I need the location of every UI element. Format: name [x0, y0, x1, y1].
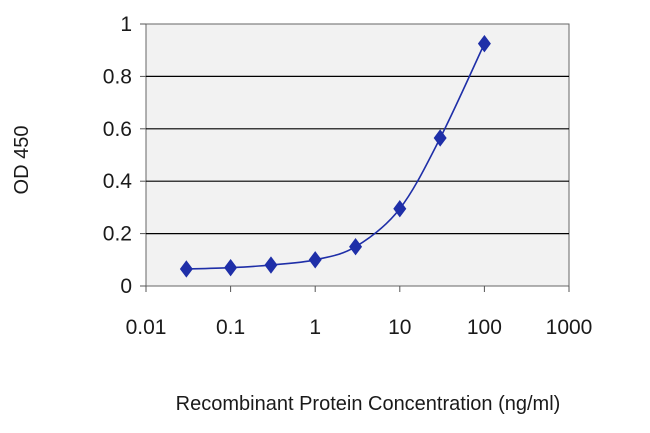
x-tick-label-3: 10 — [388, 316, 411, 339]
y-axis-ticks: 0 0.2 0.4 0.6 0.8 1 — [103, 13, 146, 298]
x-tick-label-5: 1000 — [546, 316, 593, 339]
data-point-6 — [433, 129, 447, 147]
y-tick-label-3: 0.6 — [103, 118, 132, 141]
data-point-2 — [264, 256, 278, 274]
x-tick-label-2: 1 — [309, 316, 321, 339]
data-point-5 — [393, 200, 407, 218]
x-axis-title: Recombinant Protein Concentration (ng/ml… — [176, 393, 561, 415]
data-point-4 — [349, 238, 363, 256]
y-tick-label-1: 0.2 — [103, 223, 132, 246]
y-tick-label-0: 0 — [120, 275, 132, 298]
x-tick-label-0: 0.01 — [126, 316, 167, 339]
data-point-3 — [308, 251, 322, 269]
data-point-1 — [224, 258, 238, 277]
y-tick-label-4: 0.8 — [103, 65, 132, 88]
y-tick-label-5: 1 — [120, 13, 132, 36]
data-point-0 — [179, 260, 193, 278]
x-axis-ticks: 0.01 0.1 1 10 100 1000 — [126, 286, 593, 339]
y-tick-label-2: 0.4 — [103, 170, 133, 193]
gridlines — [146, 75, 569, 235]
data-point-7 — [477, 34, 491, 53]
x-tick-label-1: 0.1 — [216, 316, 245, 339]
series-points — [179, 34, 491, 278]
x-tick-label-4: 100 — [467, 316, 502, 339]
y-axis-title: OD 450 — [11, 126, 33, 195]
